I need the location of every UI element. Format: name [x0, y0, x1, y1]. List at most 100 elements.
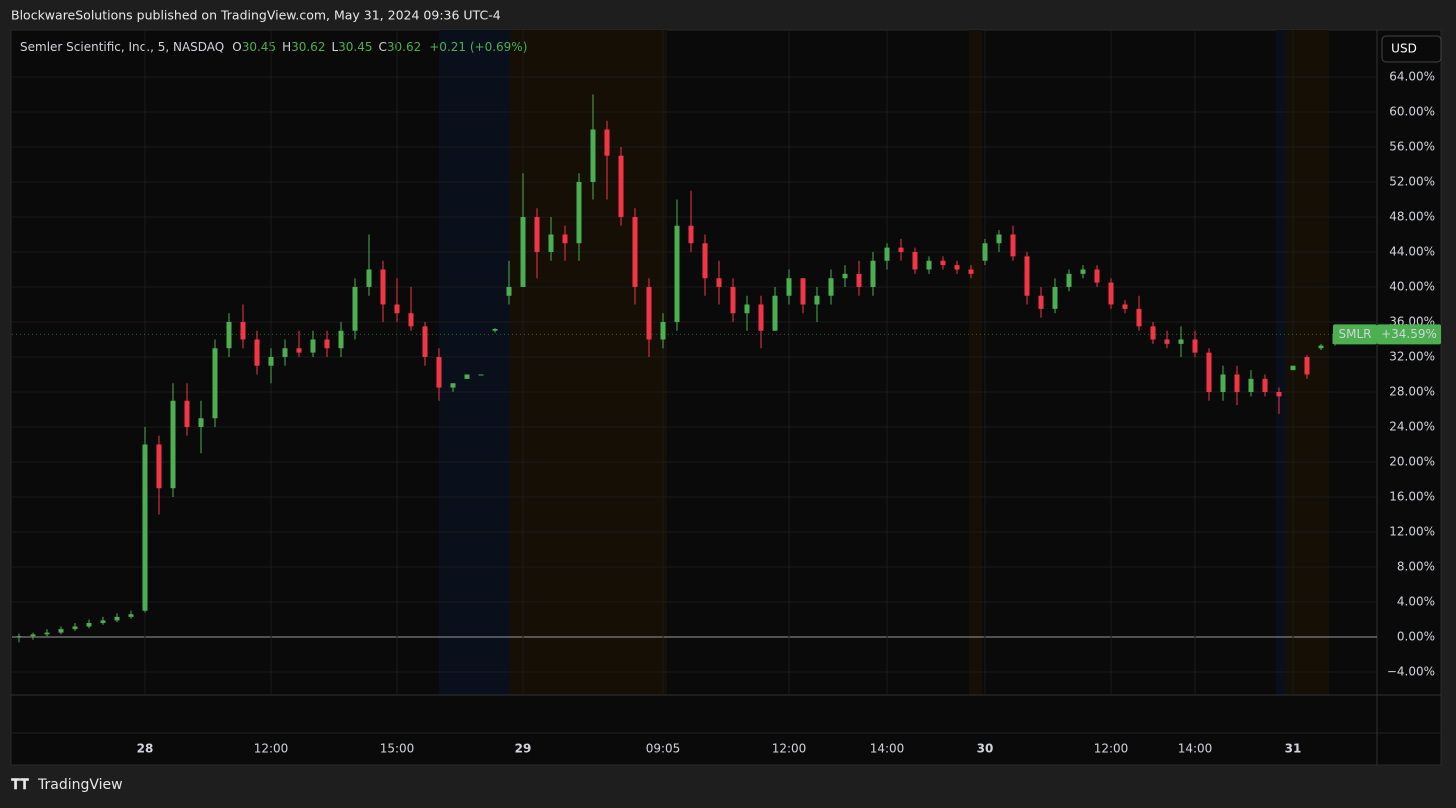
candle-body — [1080, 269, 1086, 274]
candle-body — [128, 614, 134, 617]
brand: TradingView — [37, 777, 123, 793]
x-tick-label: 14:00 — [1178, 742, 1213, 756]
candle-body — [786, 278, 792, 296]
candle-body — [1010, 234, 1016, 257]
legend: Semler Scientific, Inc., 5, NASDAQ O30.45… — [20, 40, 527, 54]
legend-key: L — [331, 40, 338, 54]
candle-body — [380, 269, 386, 305]
candle-body — [478, 374, 484, 376]
candle-body — [702, 243, 708, 279]
candle-body — [16, 636, 22, 638]
session-shade — [1276, 30, 1286, 695]
candle-body — [548, 234, 554, 252]
x-tick-label: 12:00 — [1094, 742, 1129, 756]
candle-body — [184, 400, 190, 427]
x-tick-label: 30 — [977, 742, 994, 756]
candle-body — [1192, 339, 1198, 353]
chart-pane — [10, 29, 1442, 766]
brand-logo: 𝐓𝐓 — [11, 777, 29, 793]
candle-body — [72, 626, 78, 630]
legend-value: 30.62 — [291, 40, 325, 54]
candle-body — [1122, 304, 1128, 309]
price-tag — [1377, 324, 1441, 345]
candle-body — [44, 632, 50, 635]
candle-body — [156, 444, 162, 489]
candle-body — [142, 444, 148, 611]
session-shade — [439, 30, 510, 695]
candle-body — [1136, 308, 1142, 327]
x-tick-label: 15:00 — [380, 742, 415, 756]
candle-body — [408, 313, 414, 327]
y-tick-label: 64.00% — [1389, 69, 1435, 83]
candle-body — [744, 304, 750, 314]
candle-body — [1178, 339, 1184, 344]
legend-value: 30.45 — [338, 40, 372, 54]
candle-body — [1248, 378, 1254, 392]
y-tick-label: 48.00% — [1389, 209, 1435, 223]
candle-body — [730, 286, 736, 314]
candle-body — [254, 339, 260, 366]
candle-body — [758, 304, 764, 331]
candle-body — [1024, 256, 1030, 296]
candle-body — [604, 129, 610, 156]
y-tick-label: 52.00% — [1389, 174, 1435, 188]
candle-body — [1052, 286, 1058, 309]
y-tick-label: 28.00% — [1389, 384, 1435, 398]
candle-body — [1108, 282, 1114, 305]
candle-body — [422, 326, 428, 357]
candle-body — [996, 234, 1002, 244]
y-tick-label: 8.00% — [1397, 559, 1435, 573]
candle-body — [1094, 269, 1100, 283]
currency-label[interactable]: USD — [1391, 42, 1417, 56]
candle-body — [296, 348, 302, 353]
candle-body — [1164, 339, 1170, 344]
candle-body — [30, 634, 36, 637]
candle-body — [968, 269, 974, 274]
x-tick-label: 31 — [1285, 742, 1302, 756]
x-tick-label: 12:00 — [772, 742, 807, 756]
candle-body — [520, 216, 526, 287]
y-tick-label: 44.00% — [1389, 244, 1435, 258]
x-tick-label: 28 — [137, 742, 154, 756]
candle-body — [1304, 356, 1310, 375]
candle-body — [506, 286, 512, 296]
candle-body — [940, 260, 946, 266]
publish-header: BlockwareSolutions published on TradingV… — [11, 8, 501, 23]
x-tick-label: 12:00 — [254, 742, 289, 756]
candle-body — [226, 321, 232, 349]
legend-value: 30.62 — [387, 40, 421, 54]
y-tick-label: 24.00% — [1389, 419, 1435, 433]
candle-body — [828, 278, 834, 296]
candle-body — [772, 295, 778, 331]
currency-button[interactable] — [1381, 35, 1442, 63]
candle-body — [1038, 295, 1044, 309]
symbol-tag — [1333, 324, 1377, 345]
candle-body — [100, 620, 106, 623]
candle-body — [912, 251, 918, 270]
y-tick-label: 4.00% — [1397, 594, 1435, 608]
candle-body — [492, 328, 498, 331]
session-shade — [510, 30, 667, 695]
candle-body — [646, 286, 652, 340]
candle-body — [856, 273, 862, 287]
candle-body — [1234, 374, 1240, 392]
session-shade — [969, 30, 982, 695]
candle-body — [576, 181, 582, 244]
candle-body — [898, 247, 904, 252]
y-tick-label: 32.00% — [1389, 349, 1435, 363]
price-tag-label: +34.59% — [1381, 327, 1437, 341]
candle-body — [268, 356, 274, 366]
candle-body — [618, 155, 624, 217]
candle-body — [394, 304, 400, 314]
y-tick-label: 60.00% — [1389, 104, 1435, 118]
candle-body — [464, 374, 470, 379]
candle-body — [926, 260, 932, 270]
candle-body — [310, 339, 316, 353]
candle-body — [1150, 326, 1156, 340]
candle-body — [688, 225, 694, 244]
x-tick-label: 29 — [515, 742, 532, 756]
candle-body — [1318, 345, 1324, 349]
legend-key: H — [282, 40, 291, 54]
